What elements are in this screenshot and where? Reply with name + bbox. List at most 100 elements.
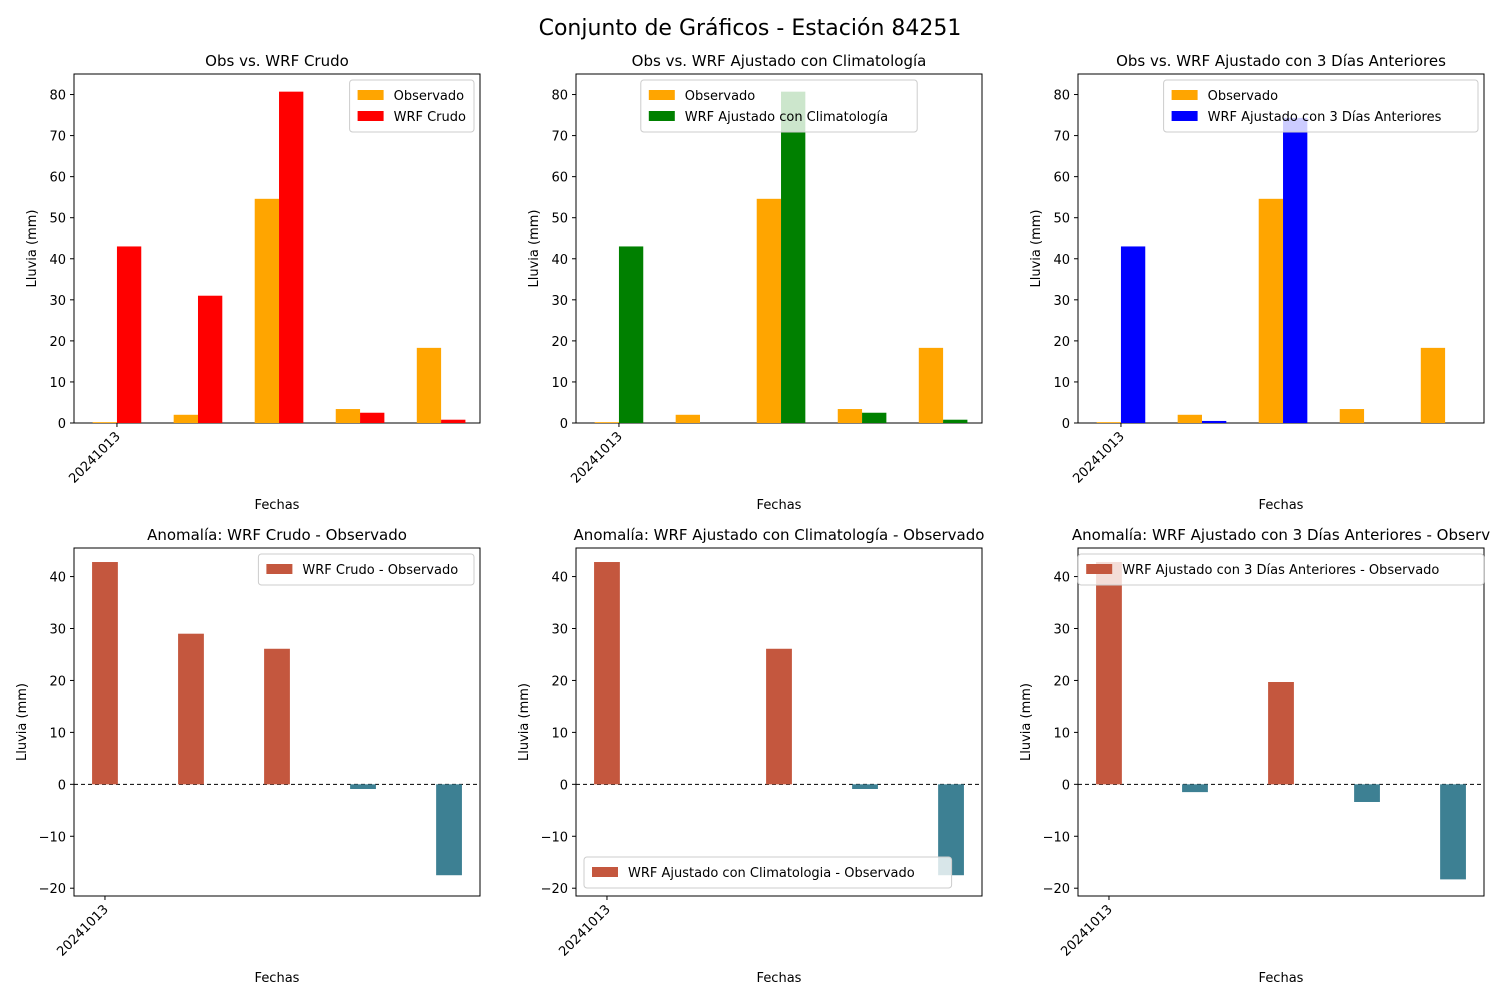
anomaly-bar — [92, 562, 118, 785]
legend-label: WRF Ajustado con Climatología — [685, 110, 888, 125]
y-tick-label: 40 — [551, 571, 568, 586]
bar-wrf — [197, 295, 223, 423]
legend-label: WRF Ajustado con 3 Días Anteriores — [1208, 110, 1442, 125]
y-tick-label: −20 — [1043, 882, 1070, 897]
bar-observed — [594, 422, 619, 423]
x-tick-label: 20241013 — [1058, 902, 1115, 959]
legend-label: WRF Ajustado con Climatologia - Observad… — [628, 866, 915, 881]
y-tick-label: 20 — [1053, 335, 1070, 350]
y-axis-label: Lluvia (mm) — [1029, 210, 1044, 288]
y-tick-label: 10 — [49, 376, 66, 391]
anomaly-bar — [436, 784, 462, 876]
y-tick-label: 0 — [1062, 778, 1070, 793]
y-tick-label: 10 — [1053, 726, 1070, 741]
bar-observed — [837, 409, 863, 423]
legend-swatch — [1171, 111, 1198, 121]
bar-wrf — [1283, 117, 1308, 424]
anomaly-bar — [766, 648, 792, 785]
legend-box — [583, 856, 953, 889]
x-tick-label: 20241013 — [1070, 429, 1127, 486]
y-tick-label: 20 — [1053, 674, 1070, 689]
axes-frame-4 — [73, 547, 481, 897]
anomaly-bar — [264, 648, 290, 785]
y-tick-label: 60 — [49, 171, 66, 186]
y-tick-label: 0 — [58, 417, 66, 432]
legend-swatch — [1171, 90, 1198, 100]
legend-box — [640, 79, 918, 133]
y-tick-label: 60 — [1053, 171, 1070, 186]
y-axis-label: Lluvia (mm) — [15, 683, 30, 761]
y-tick-label: 70 — [1053, 130, 1070, 145]
y-tick-label: 0 — [1062, 417, 1070, 432]
figure-title: Conjunto de Gráficos - Estación 84251 — [538, 16, 962, 41]
y-tick-label: −10 — [1043, 830, 1070, 845]
axes-frame-5 — [575, 547, 983, 897]
bar-observed — [1096, 422, 1121, 423]
anomaly-bar — [178, 633, 204, 785]
anomaly-bar — [1440, 784, 1466, 880]
bar-observed — [335, 409, 361, 423]
legend-label: Observado — [685, 89, 756, 104]
y-tick-label: 50 — [1053, 212, 1070, 227]
x-tick-label: 20241013 — [556, 902, 613, 959]
y-axis-label: Lluvia (mm) — [25, 210, 40, 288]
y-tick-label: 30 — [49, 623, 66, 638]
y-tick-label: 40 — [49, 253, 66, 268]
legend-label: Observado — [394, 89, 465, 104]
legend-box — [257, 553, 475, 586]
y-tick-label: 30 — [1053, 623, 1070, 638]
y-tick-label: −20 — [39, 882, 66, 897]
legend-label: WRF Ajustado con 3 Días Anteriores - Obs… — [1122, 563, 1439, 578]
y-tick-label: 60 — [551, 171, 568, 186]
bar-wrf — [943, 419, 968, 423]
anomaly-bar — [350, 784, 376, 790]
bar-wrf — [781, 91, 806, 423]
legend-swatch — [357, 90, 384, 100]
bar-wrf — [1201, 420, 1227, 423]
y-tick-label: 30 — [1053, 294, 1070, 309]
legend-swatch — [592, 867, 618, 877]
bar-wrf — [116, 246, 142, 423]
y-tick-label: 20 — [551, 335, 568, 350]
bar-observed — [1258, 198, 1284, 423]
legend-swatch — [266, 564, 293, 574]
y-tick-label: −20 — [541, 882, 568, 897]
bar-observed — [756, 198, 782, 423]
bar-wrf — [862, 412, 887, 423]
legend-label: WRF Crudo — [394, 110, 466, 125]
y-axis-label: Lluvia (mm) — [527, 210, 542, 288]
subplot-title-4: Anomalía: WRF Crudo - Observado — [147, 526, 407, 544]
legend-swatch — [648, 111, 675, 121]
y-tick-label: 30 — [49, 294, 66, 309]
y-tick-label: 30 — [551, 294, 568, 309]
y-tick-label: −10 — [39, 830, 66, 845]
bar-observed — [1420, 347, 1446, 423]
y-tick-label: 80 — [49, 89, 66, 104]
y-tick-label: 80 — [1053, 89, 1070, 104]
legend-swatch — [357, 111, 384, 121]
y-tick-label: 20 — [49, 674, 66, 689]
x-axis-label: Fechas — [1259, 498, 1304, 513]
y-tick-label: 70 — [551, 130, 568, 145]
y-tick-label: 50 — [551, 212, 568, 227]
subplot-title-2: Obs vs. WRF Ajustado con Climatología — [632, 52, 927, 70]
anomaly-bar — [1268, 682, 1294, 785]
bar-observed — [173, 414, 198, 423]
y-tick-label: 10 — [49, 726, 66, 741]
anomaly-bar — [1182, 784, 1208, 793]
y-tick-label: 10 — [551, 726, 568, 741]
x-tick-label: 20241013 — [54, 902, 111, 959]
bar-wrf — [1120, 246, 1146, 423]
y-tick-label: 10 — [1053, 376, 1070, 391]
y-tick-label: 40 — [1053, 253, 1070, 268]
subplot-title-3: Obs vs. WRF Ajustado con 3 Días Anterior… — [1116, 52, 1446, 70]
y-tick-label: 40 — [1053, 571, 1070, 586]
subplot-title-6: Anomalía: WRF Ajustado con 3 Días Anteri… — [1072, 526, 1490, 544]
y-tick-label: 0 — [560, 778, 568, 793]
axes-frame-6 — [1077, 547, 1485, 897]
legend-label: WRF Crudo - Observado — [302, 563, 458, 578]
y-tick-label: 40 — [49, 571, 66, 586]
anomaly-bar — [1096, 562, 1122, 785]
y-tick-label: 10 — [551, 376, 568, 391]
